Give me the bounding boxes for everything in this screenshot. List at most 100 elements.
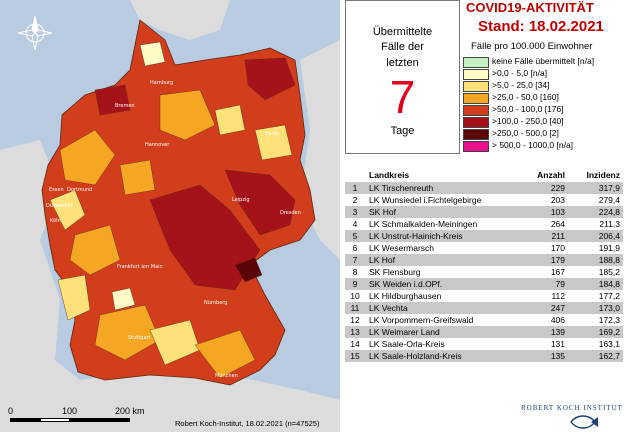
table-row: 11 LK Vechta 247 173,0 bbox=[345, 302, 623, 314]
legend-item: >100,0 - 250,0 [40] bbox=[463, 116, 623, 128]
box-line: Fälle der bbox=[381, 41, 424, 53]
row-landkreis: LK Vorpommern-Greifswald bbox=[369, 315, 474, 325]
scale-label: 100 bbox=[62, 406, 78, 416]
row-landkreis: LK Tirschenreuth bbox=[369, 183, 434, 193]
row-inzidenz: 173,0 bbox=[598, 303, 620, 313]
legend-label: > 500,0 - 1000,0 [n/a] bbox=[492, 140, 574, 150]
region-patch bbox=[224, 169, 296, 236]
row-rank: 15 bbox=[350, 351, 360, 361]
legend-item: >250,0 - 500,0 [2] bbox=[463, 128, 623, 140]
row-inzidenz: 162,7 bbox=[598, 351, 620, 361]
row-inzidenz: 185,2 bbox=[598, 267, 620, 277]
row-inzidenz: 184,8 bbox=[598, 279, 620, 289]
legend-label: >250,0 - 500,0 [2] bbox=[492, 128, 559, 138]
row-anzahl: 170 bbox=[550, 243, 565, 253]
box-line: letzten bbox=[386, 57, 419, 69]
row-rank: 14 bbox=[350, 339, 360, 349]
row-anzahl: 264 bbox=[550, 219, 565, 229]
map-credit: Robert Koch-Institut, 18.02.2021 (n=4752… bbox=[175, 419, 320, 428]
row-inzidenz: 279,4 bbox=[598, 195, 620, 205]
legend-label: >50,0 - 100,0 [176] bbox=[492, 104, 564, 114]
row-landkreis: LK Weimarer Land bbox=[369, 327, 440, 337]
table-row: 5 LK Unstrut-Hainich-Kreis 211 206,4 bbox=[345, 230, 623, 242]
table-row: 6 LK Wesermarsch 170 191,9 bbox=[345, 242, 623, 254]
row-inzidenz: 177,2 bbox=[598, 291, 620, 301]
date-title: Stand: 18.02.2021 bbox=[478, 18, 604, 35]
legend-label: >25,0 - 50,0 [160] bbox=[492, 92, 559, 102]
city-label: München bbox=[215, 373, 238, 379]
table-row: 14 LK Saale-Orla-Kreis 131 163,1 bbox=[345, 338, 623, 350]
city-label: Hamburg bbox=[150, 80, 174, 86]
row-landkreis: LK Wunsiedel i.Fichtelgebirge bbox=[369, 195, 482, 205]
city-label: Dortmund bbox=[67, 187, 93, 193]
row-landkreis: LK Hof bbox=[369, 255, 395, 265]
city-label: Düsseldorf bbox=[46, 203, 73, 209]
region-patch bbox=[159, 89, 216, 141]
legend-swatch bbox=[463, 57, 489, 68]
legend-label: >5,0 - 25,0 [34] bbox=[492, 80, 550, 90]
region-patch bbox=[57, 274, 91, 321]
header-landkreis: Landkreis bbox=[369, 170, 410, 180]
city-label: Nürnberg bbox=[204, 300, 228, 306]
row-anzahl: 79 bbox=[555, 279, 565, 289]
legend-swatch bbox=[463, 141, 489, 152]
row-rank: 11 bbox=[350, 303, 360, 313]
row-rank: 9 bbox=[352, 279, 358, 289]
city-label: Frankfurt am Main bbox=[117, 264, 163, 270]
city-label: Hannover bbox=[145, 142, 170, 148]
region-patch bbox=[111, 287, 136, 311]
row-landkreis: LK Saale-Orla-Kreis bbox=[369, 339, 445, 349]
incidence-regions bbox=[49, 41, 296, 379]
header-anzahl: Anzahl bbox=[537, 170, 565, 180]
table-row: 10 LK Hildburghausen 112 177,2 bbox=[345, 290, 623, 302]
legend-item: >5,0 - 25,0 [34] bbox=[463, 80, 623, 92]
legend-item: keine Fälle übermittelt [n/a] bbox=[463, 56, 623, 68]
row-rank: 6 bbox=[352, 243, 358, 253]
row-rank: 5 bbox=[352, 231, 358, 241]
region-patch bbox=[94, 84, 131, 116]
legend-item: >25,0 - 50,0 [160] bbox=[463, 92, 623, 104]
scale-label: 0 bbox=[8, 406, 14, 416]
city-label: Essen bbox=[49, 187, 64, 193]
city-label: Bremen bbox=[115, 103, 135, 109]
row-landkreis: SK Hof bbox=[369, 207, 396, 217]
row-anzahl: 135 bbox=[550, 351, 565, 361]
neighbor-land-north bbox=[130, 0, 230, 40]
region-patch bbox=[49, 189, 86, 231]
row-rank: 7 bbox=[352, 255, 358, 265]
row-rank: 1 bbox=[352, 183, 358, 193]
compass-icon bbox=[17, 15, 53, 51]
row-rank: 4 bbox=[352, 219, 358, 229]
scale-segment bbox=[40, 418, 70, 422]
scale-segment bbox=[70, 418, 130, 422]
legend-item: >0,0 - 5,0 [n/a] bbox=[463, 68, 623, 80]
region-patch bbox=[119, 159, 156, 196]
row-anzahl: 179 bbox=[550, 255, 565, 265]
region-patch bbox=[59, 129, 116, 186]
table-row: 15 LK Saale-Holzland-Kreis 135 162,7 bbox=[345, 350, 623, 362]
legend-subtitle: Fälle pro 100.000 Einwohner bbox=[471, 41, 593, 52]
legend-swatch bbox=[463, 105, 489, 116]
city-label: Stuttgart bbox=[128, 335, 151, 341]
row-landkreis: LK Saale-Holzland-Kreis bbox=[369, 351, 462, 361]
city-label: Berlin bbox=[265, 131, 280, 137]
row-anzahl: 103 bbox=[550, 207, 565, 217]
region-patch bbox=[214, 104, 246, 136]
legend-item: > 500,0 - 1000,0 [n/a] bbox=[463, 140, 623, 152]
row-rank: 3 bbox=[352, 207, 358, 217]
region-patch bbox=[194, 329, 256, 379]
legend-swatch bbox=[463, 93, 489, 104]
row-landkreis: LK Vechta bbox=[369, 303, 408, 313]
legend-swatch bbox=[463, 81, 489, 92]
legend-label: keine Fälle übermittelt [n/a] bbox=[492, 56, 595, 66]
row-inzidenz: 163,1 bbox=[598, 339, 620, 349]
row-landkreis: SK Weiden i.d.OPf. bbox=[369, 279, 443, 289]
table-row: 1 LK Tirschenreuth 229 317,9 bbox=[345, 182, 623, 194]
row-anzahl: 112 bbox=[551, 291, 565, 301]
table-row: 2 LK Wunsiedel i.Fichtelgebirge 203 279,4 bbox=[345, 194, 623, 206]
row-anzahl: 139 bbox=[550, 327, 565, 337]
row-anzahl: 167 bbox=[550, 267, 565, 277]
table-row: 7 LK Hof 179 188,8 bbox=[345, 254, 623, 266]
row-landkreis: LK Wesermarsch bbox=[369, 243, 435, 253]
germany-map: Hamburg Bremen Hannover Berlin Leipzig D… bbox=[0, 0, 340, 432]
